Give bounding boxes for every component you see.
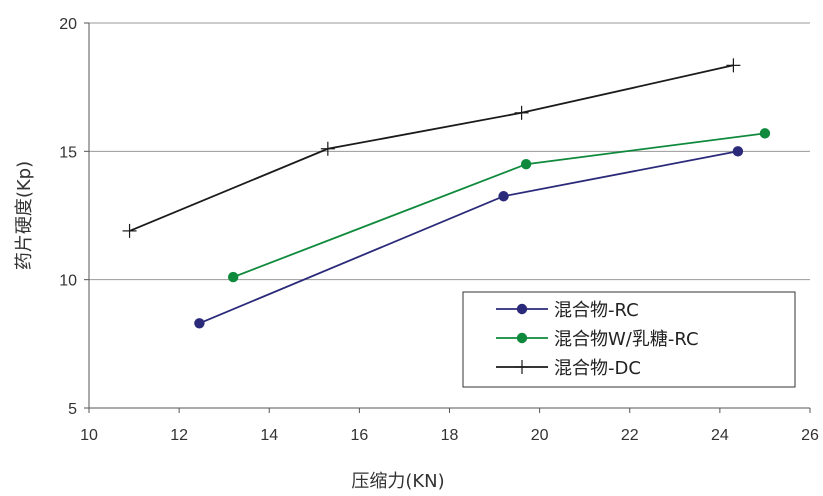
series-3-point xyxy=(514,105,529,120)
legend-label: 混合物W/乳糖-RC xyxy=(554,329,699,350)
y-tick-label: 5 xyxy=(68,401,77,418)
series-1 xyxy=(194,146,744,329)
x-tick-label: 10 xyxy=(80,427,98,444)
x-tick-label: 14 xyxy=(260,427,278,444)
series-3-point xyxy=(122,223,137,238)
x-tick-label: 18 xyxy=(441,427,459,444)
legend-swatch-marker xyxy=(516,332,528,344)
x-tick-label: 24 xyxy=(711,427,729,444)
legend-item-1: 混合物-RC xyxy=(496,300,639,321)
legend-label: 混合物-RC xyxy=(554,300,639,321)
x-tick-label: 12 xyxy=(170,427,188,444)
series-1-point xyxy=(194,318,205,329)
series-3 xyxy=(122,58,741,238)
legend-swatch-marker xyxy=(516,303,528,315)
series-2 xyxy=(228,128,771,283)
series-group xyxy=(122,58,771,329)
legend-swatch-marker xyxy=(515,360,529,374)
x-tick-label: 22 xyxy=(621,427,639,444)
legend-item-2: 混合物W/乳糖-RC xyxy=(496,329,699,350)
x-tick-label: 26 xyxy=(801,427,819,444)
y-tick-label: 15 xyxy=(59,144,77,161)
legend: 混合物-RC 混合物W/乳糖-RC 混合物-DC xyxy=(462,291,796,388)
series-2-point xyxy=(520,158,532,170)
series-2-point xyxy=(759,128,771,139)
legend-item-3: 混合物-DC xyxy=(496,358,641,379)
series-3-point xyxy=(320,141,335,156)
x-axis-label: 压缩力(KN) xyxy=(351,471,444,492)
series-1-point xyxy=(732,146,744,157)
legend-label: 混合物-DC xyxy=(554,358,641,379)
y-axis-label: 药片硬度(Kp) xyxy=(14,161,35,270)
axes xyxy=(84,22,811,413)
grid-lines xyxy=(89,22,810,281)
series-3-point xyxy=(726,58,741,73)
series-3-line xyxy=(129,64,734,232)
x-tick-label: 20 xyxy=(531,427,549,444)
x-tick-label: 16 xyxy=(350,427,368,444)
series-1-point xyxy=(498,191,509,202)
series-2-point xyxy=(228,271,239,283)
y-tick-label: 10 xyxy=(59,273,77,290)
y-tick-label: 20 xyxy=(59,16,77,33)
